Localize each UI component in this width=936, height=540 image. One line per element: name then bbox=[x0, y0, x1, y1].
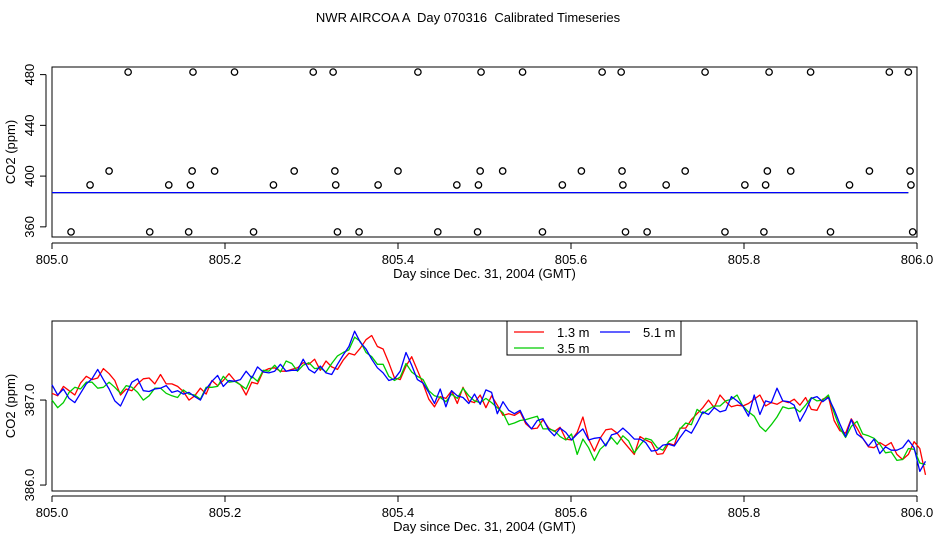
calibration-point bbox=[598, 68, 606, 76]
x-tick-label: 805.4 bbox=[382, 505, 415, 520]
calibration-point bbox=[765, 68, 773, 76]
legend-label: 3.5 m bbox=[557, 341, 590, 356]
y-tick-label: 386.0 bbox=[22, 469, 37, 502]
x-tick-label: 805.4 bbox=[382, 252, 415, 267]
calibration-point bbox=[476, 167, 485, 175]
series-line-5-1-m bbox=[51, 330, 927, 473]
calibration-point bbox=[477, 68, 485, 76]
calibration-point bbox=[826, 228, 835, 236]
x-tick-label: 805.2 bbox=[209, 252, 242, 267]
calibration-point bbox=[904, 68, 913, 76]
calibration-point bbox=[621, 228, 630, 236]
legend-label: 1.3 m bbox=[557, 325, 590, 340]
calibration-point bbox=[145, 228, 154, 236]
calibration-point bbox=[473, 228, 482, 236]
calibration-point bbox=[806, 68, 815, 76]
calibration-point bbox=[86, 181, 94, 189]
calibration-point bbox=[701, 68, 709, 76]
calibration-point bbox=[188, 167, 196, 175]
calibration-point bbox=[681, 167, 690, 175]
plot-frame bbox=[51, 320, 918, 492]
calibration-point bbox=[845, 181, 854, 189]
legend-box bbox=[506, 320, 682, 356]
figure-title: NWR AIRCOA A Day 070316 Calibrated Times… bbox=[316, 10, 621, 25]
calibration-point bbox=[558, 181, 567, 189]
y-axis-label: CO2 (ppm) bbox=[3, 120, 18, 184]
x-tick-label: 805.6 bbox=[555, 252, 588, 267]
plot-frame bbox=[51, 66, 918, 238]
calibration-point bbox=[249, 228, 258, 236]
calibration-point bbox=[761, 181, 770, 189]
calibration-point bbox=[67, 228, 75, 236]
calibration-point bbox=[189, 68, 197, 76]
y-tick-label: 387.0 bbox=[22, 384, 37, 417]
calibration-point bbox=[269, 181, 278, 189]
x-tick-label: 805.0 bbox=[36, 505, 69, 520]
series-line-1-3-m bbox=[51, 334, 927, 476]
calibration-point bbox=[333, 228, 342, 236]
x-tick-label: 806.0 bbox=[901, 505, 934, 520]
calibration-point bbox=[721, 228, 729, 236]
calibration-point bbox=[414, 68, 422, 76]
calibration-point bbox=[577, 167, 586, 175]
calibration-point bbox=[331, 181, 340, 189]
calibration-point bbox=[618, 167, 626, 175]
x-tick-label: 805.8 bbox=[728, 252, 761, 267]
calibration-point bbox=[643, 228, 651, 236]
legend-label: 5.1 m bbox=[643, 325, 676, 340]
calibration-point bbox=[230, 68, 239, 76]
calibration-point bbox=[329, 68, 337, 76]
calibration-point bbox=[433, 228, 442, 236]
y-tick-label: 400 bbox=[22, 165, 37, 187]
calibration-point bbox=[474, 181, 483, 189]
calibration-point bbox=[124, 68, 132, 76]
calibration-point bbox=[865, 167, 874, 175]
calibration-point bbox=[907, 181, 915, 189]
calibration-point bbox=[498, 167, 507, 175]
x-tick-label: 805.2 bbox=[209, 505, 242, 520]
calibration-point bbox=[331, 167, 339, 175]
calibration-point bbox=[374, 181, 382, 189]
calibration-point bbox=[908, 228, 917, 236]
x-tick-label: 805.6 bbox=[555, 505, 588, 520]
calibration-point bbox=[619, 181, 627, 189]
calibration-point bbox=[885, 68, 894, 76]
x-tick-label: 805.0 bbox=[36, 252, 69, 267]
x-axis-label: Day since Dec. 31, 2004 (GMT) bbox=[393, 519, 576, 534]
bottom-panel-timeseries: 805.0 805.2 805.4 805.6 805.8 806.0 Day since … bbox=[3, 320, 934, 534]
calibration-point bbox=[763, 167, 772, 175]
top-panel-calibration: 805.0 805.2 805.4 805.6 805.8 806.0 Day since … bbox=[3, 64, 933, 281]
calibration-point bbox=[786, 167, 795, 175]
legend: 1.3 m 5.1 m 3.5 m bbox=[506, 320, 682, 356]
calibration-point bbox=[290, 167, 299, 175]
calibration-point bbox=[662, 181, 671, 189]
calibration-point bbox=[105, 167, 113, 175]
x-tick-label: 806.0 bbox=[901, 252, 934, 267]
calibration-point bbox=[617, 68, 626, 76]
calibration-point bbox=[164, 181, 173, 189]
calibration-point bbox=[309, 68, 318, 76]
y-axis-label: CO2 (ppm) bbox=[3, 374, 18, 438]
calibration-point bbox=[184, 228, 193, 236]
series-line-3-5-m bbox=[51, 336, 926, 466]
calibration-point bbox=[538, 228, 547, 236]
calibration-point bbox=[355, 228, 363, 236]
calibration-point bbox=[186, 181, 195, 189]
y-tick-label: 480 bbox=[22, 64, 37, 86]
calibration-point bbox=[210, 167, 219, 175]
y-tick-label: 440 bbox=[22, 115, 37, 137]
y-tick-label: 360 bbox=[22, 216, 37, 238]
calibration-point bbox=[452, 181, 461, 189]
x-axis-label: Day since Dec. 31, 2004 (GMT) bbox=[393, 266, 576, 281]
calibration-point bbox=[906, 167, 914, 175]
calibration-point bbox=[518, 68, 527, 76]
calibration-point bbox=[394, 167, 402, 175]
calibration-point bbox=[760, 228, 768, 236]
calibration-point bbox=[741, 181, 749, 189]
x-tick-label: 805.8 bbox=[728, 505, 761, 520]
